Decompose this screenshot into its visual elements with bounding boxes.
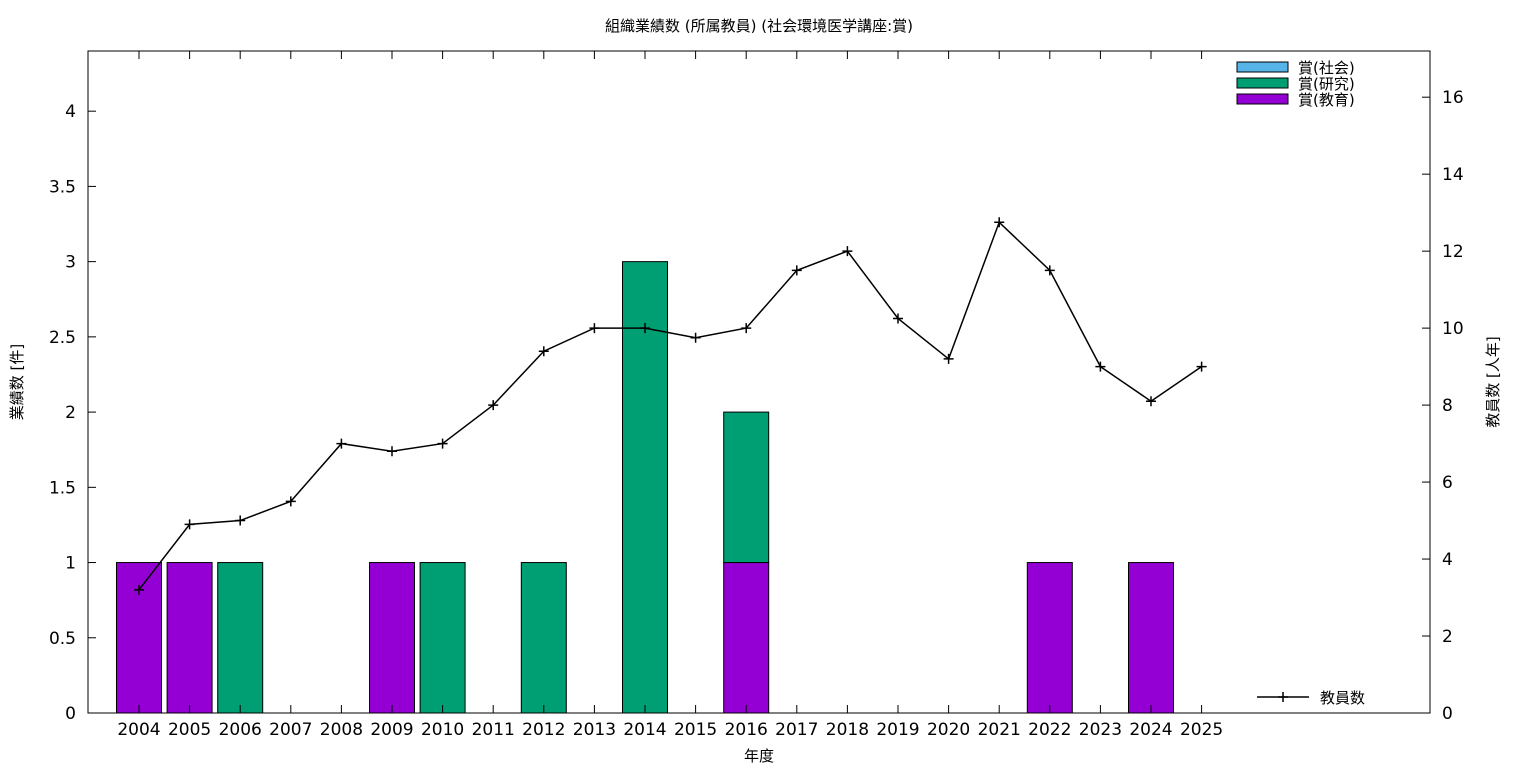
y-axis-label: 業績数 [件] (8, 344, 26, 420)
legend-label: 賞(研究) (1298, 75, 1355, 93)
y2-tick-label: 16 (1442, 88, 1464, 108)
legend-swatch (1236, 93, 1289, 105)
line-series-teachers (138, 220, 1203, 591)
bar (1026, 562, 1073, 714)
y2-tick-label: 2 (1442, 627, 1453, 647)
legend-label: 賞(教育) (1298, 91, 1355, 109)
x-tick-label: 2009 (370, 720, 413, 740)
x-tick-label: 2004 (117, 720, 160, 740)
line-point (1044, 265, 1055, 276)
y-tick-label: 3.5 (49, 177, 76, 197)
legend: 賞(社会)賞(研究)賞(教育) 教員数 (1236, 59, 1365, 707)
bar (217, 562, 264, 714)
x-tick-label: 2023 (1079, 720, 1122, 740)
bar (723, 562, 770, 714)
x-tick-label: 2011 (472, 720, 515, 740)
y-tick-label: 1 (65, 554, 76, 574)
x-tick-label: 2022 (1028, 720, 1071, 740)
line-point (538, 346, 549, 357)
line-point (488, 400, 499, 411)
x-tick-label: 2018 (826, 720, 869, 740)
line-point (387, 446, 397, 457)
line-point (1146, 396, 1156, 407)
y-tick-label: 1.5 (49, 478, 76, 498)
chart-title: 組織業績数 (所属教員) (社会環境医学講座:賞) (605, 17, 913, 35)
bar (520, 562, 567, 714)
line-point (589, 323, 600, 334)
x-tick-label: 2015 (674, 720, 717, 740)
x-tick-label: 2020 (927, 720, 970, 740)
x-tick-label: 2025 (1180, 720, 1223, 740)
line-point (437, 438, 448, 449)
x-tick-label: 2019 (876, 720, 919, 740)
x-tick-label: 2008 (320, 720, 363, 740)
y-tick-label: 4 (65, 102, 76, 122)
x-tick-label: 2021 (978, 720, 1021, 740)
x-tick-label: 2005 (168, 720, 211, 740)
line-point (235, 515, 246, 526)
line-point (336, 438, 347, 449)
x-tick-label: 2012 (522, 720, 565, 740)
y-tick-label: 2 (65, 403, 76, 423)
legend-swatch (1236, 61, 1289, 73)
line-layer (134, 217, 1207, 595)
line-point (690, 332, 701, 343)
line-point (943, 353, 954, 364)
line-point (285, 496, 296, 507)
legend-swatch (1236, 77, 1289, 89)
line-point (640, 323, 650, 334)
line-point (1196, 361, 1207, 372)
y2-tick-label: 4 (1442, 550, 1453, 570)
x-tick-label: 2017 (775, 720, 818, 740)
x-tick-label: 2024 (1129, 720, 1172, 740)
y2-tick-label: 0 (1442, 704, 1453, 724)
line-point (893, 313, 903, 324)
legend-label: 賞(社会) (1298, 59, 1355, 77)
legend-label-line: 教員数 (1320, 689, 1365, 707)
plot-frame (87, 50, 1431, 714)
x-tick-label: 2007 (269, 720, 312, 740)
bar (723, 411, 770, 564)
bar (166, 562, 213, 714)
y2-tick-label: 14 (1442, 165, 1464, 185)
bar (419, 562, 466, 714)
y-tick-label: 2.5 (49, 328, 76, 348)
y-tick-label: 0.5 (49, 629, 76, 649)
line-point (741, 323, 752, 334)
x-tick-label: 2014 (623, 720, 666, 740)
x-tick-label: 2013 (573, 720, 616, 740)
line-point (1095, 361, 1106, 372)
line-point (842, 246, 853, 257)
y2-tick-label: 12 (1442, 242, 1464, 262)
y-tick-label: 3 (65, 253, 76, 273)
y2-tick-label: 10 (1442, 319, 1464, 339)
line-point (134, 584, 144, 595)
x-tick-label: 2010 (421, 720, 464, 740)
y-tick-label: 0 (65, 704, 76, 724)
x-axis-label: 年度 (744, 747, 774, 765)
axes-layer: 0 0.5 1 1.5 2 2.5 3 3.5 4 0 2 4 6 8 10 12 14 16 2004 2005 20… (49, 51, 1464, 740)
y2-tick-label: 8 (1442, 396, 1453, 416)
bar (369, 562, 415, 714)
x-tick-label: 2016 (725, 720, 768, 740)
line-point (791, 265, 802, 276)
x-tick-label: 2006 (219, 720, 262, 740)
line-point (994, 217, 1005, 228)
bar (1128, 562, 1174, 714)
bars-layer (116, 261, 1174, 714)
legend-line-marker (1278, 692, 1288, 702)
y2-tick-label: 6 (1442, 473, 1453, 493)
line-point (184, 519, 195, 530)
y2-axis-label: 教員数 [人年] (1484, 336, 1502, 427)
